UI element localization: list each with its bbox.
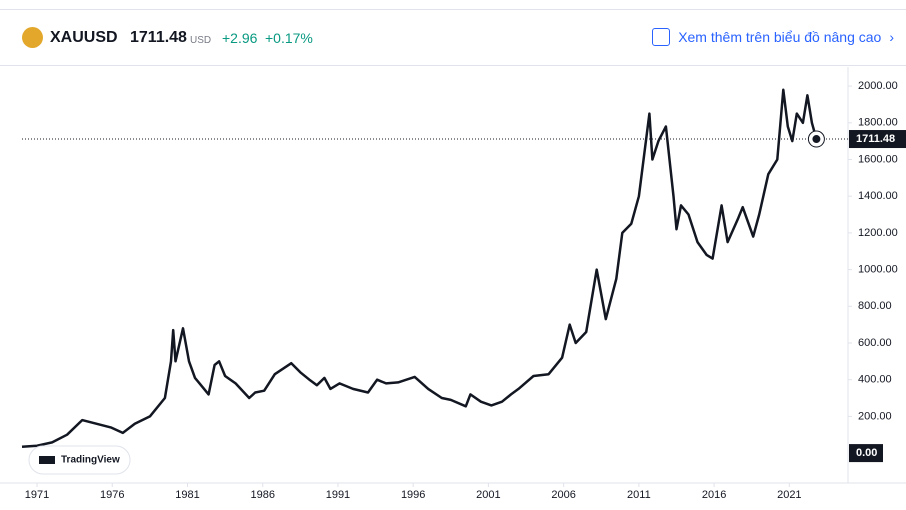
brand-logo <box>39 456 55 464</box>
x-tick-label: 2021 <box>777 489 801 501</box>
x-tick-label: 2011 <box>627 489 651 501</box>
y-tick-label: 200.00 <box>858 410 892 422</box>
brand-name: TradingView <box>61 455 120 466</box>
y-tick-label: 1000.00 <box>858 263 898 275</box>
change-percent: +0.17% <box>265 30 313 46</box>
y-tick-label: 800.00 <box>858 300 892 312</box>
x-tick-label: 1971 <box>25 489 49 501</box>
base-label: 0.00 <box>856 447 877 459</box>
price: 1711.48 <box>130 29 187 46</box>
x-tick-label: 2006 <box>551 489 575 501</box>
price-line <box>21 88 818 448</box>
x-tick-label: 1991 <box>326 489 350 501</box>
x-tick-label: 1996 <box>401 489 425 501</box>
x-tick-label: 2001 <box>476 489 500 501</box>
currency: USD <box>190 35 212 46</box>
header: XAUUSD 1711.48 USD +2.96 +0.17% Xem thêm… <box>0 9 906 66</box>
link-icon <box>652 28 671 46</box>
advanced-chart-link[interactable]: Xem thêm trên biểu đồ nâng cao › <box>652 28 894 46</box>
last-price-label: 1711.48 <box>856 133 895 145</box>
symbol: XAUUSD <box>50 29 118 46</box>
x-tick-label: 1976 <box>100 489 124 501</box>
y-tick-label: 600.00 <box>858 337 892 349</box>
last-point <box>812 135 821 144</box>
y-tick-label: 400.00 <box>858 374 892 386</box>
last-price-box <box>849 130 906 149</box>
x-tick-label: 1981 <box>175 489 199 501</box>
y-tick-label: 1200.00 <box>858 227 898 239</box>
brand-badge <box>28 445 131 475</box>
y-tick-label: 2000.00 <box>858 80 898 92</box>
symbol-icon <box>22 27 43 48</box>
y-tick-label: 1800.00 <box>858 117 898 129</box>
y-tick-label: 1600.00 <box>858 153 898 165</box>
y-tick-label: 1400.00 <box>858 190 898 202</box>
x-tick-label: 1986 <box>250 489 274 501</box>
link-text[interactable]: Xem thêm trên biểu đồ nâng cao <box>678 29 882 45</box>
change: +2.96 <box>222 30 258 46</box>
base-box <box>849 444 883 463</box>
x-tick-label: 2016 <box>702 489 726 501</box>
link-arrow: › <box>889 29 894 45</box>
